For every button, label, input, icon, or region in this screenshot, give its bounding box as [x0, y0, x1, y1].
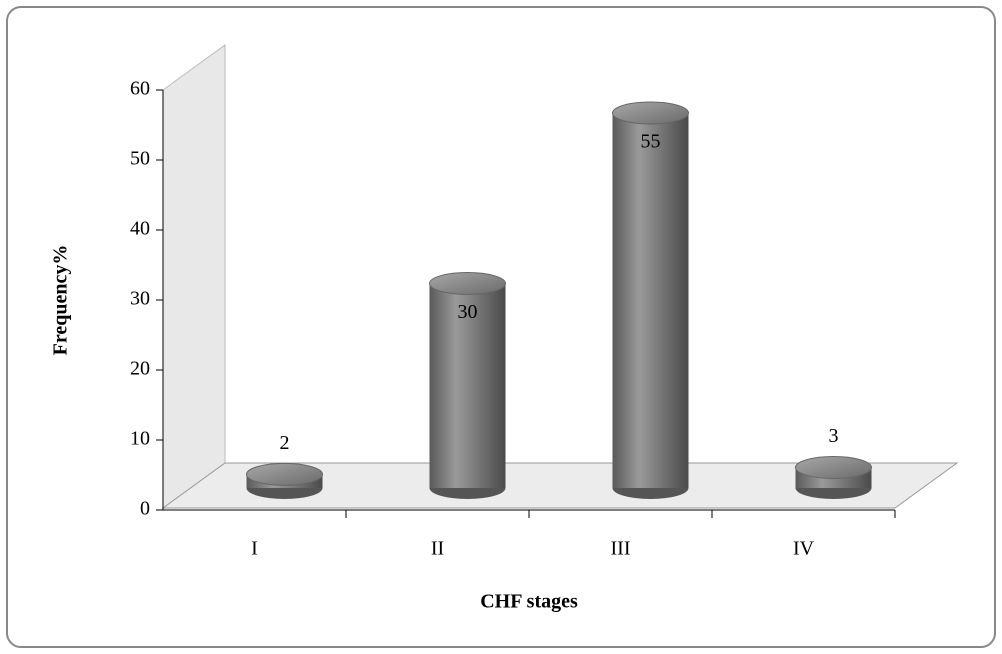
- x-tick-label: III: [611, 538, 631, 560]
- data-label: 3: [829, 425, 839, 447]
- bar-body: [429, 283, 506, 488]
- y-tick-label: 60: [130, 78, 150, 100]
- data-label: 30: [458, 301, 478, 323]
- y-axis-title: Frequency%: [50, 245, 72, 356]
- x-tick-label: II: [431, 538, 444, 560]
- data-label: 55: [641, 131, 661, 153]
- bar-top: [795, 456, 872, 480]
- y-tick-label: 10: [130, 428, 150, 450]
- floor: [161, 462, 959, 509]
- bar-top: [612, 101, 689, 125]
- x-tick-label: IV: [793, 538, 815, 560]
- data-label: 2: [280, 432, 290, 454]
- y-tick-label: 0: [140, 498, 150, 520]
- x-tick-label: I: [251, 538, 258, 560]
- y-tick-label: 50: [130, 148, 150, 170]
- y-tick-label: 40: [130, 218, 150, 240]
- bar: [246, 462, 323, 499]
- x-axis-title: CHF stages: [480, 591, 578, 613]
- y-tick-label: 20: [130, 358, 150, 380]
- bar: [795, 456, 872, 499]
- y-tick-label: 30: [130, 288, 150, 310]
- bar-body: [612, 113, 689, 488]
- bar: [429, 271, 506, 499]
- back-wall: [162, 44, 226, 509]
- bar-top: [429, 271, 506, 295]
- bar: [612, 101, 689, 499]
- bar-top: [246, 462, 323, 486]
